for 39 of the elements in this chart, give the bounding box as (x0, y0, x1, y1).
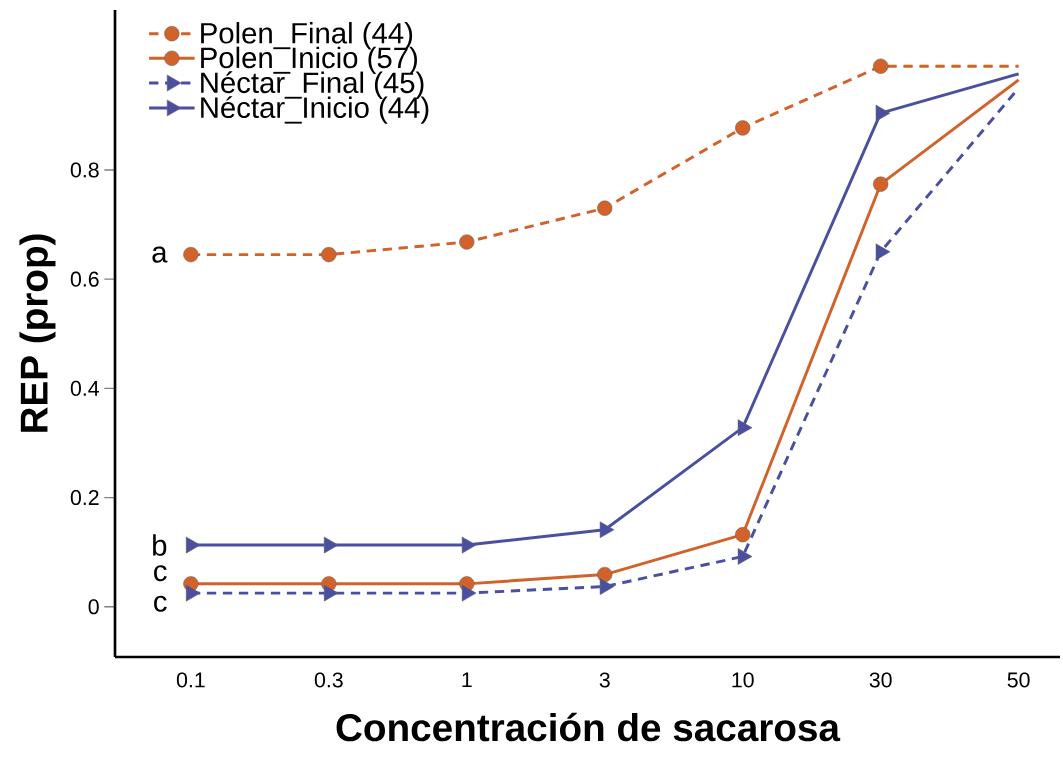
point (323, 584, 339, 602)
x-axis-title: Concentración de sacarosa (336, 712, 841, 742)
x-tick-label: 1 (462, 672, 472, 688)
x-tick-label: 50 (1007, 672, 1030, 688)
x-tick-label: 3 (599, 672, 610, 688)
point (875, 243, 891, 261)
y-tick-label: 0.4 (70, 380, 99, 396)
point (875, 104, 891, 122)
x-tick-label: 10 (732, 672, 754, 688)
point (735, 527, 751, 543)
point (323, 536, 339, 554)
point (737, 419, 753, 437)
y-axis-title: REP (prop) (19, 234, 56, 432)
point (597, 200, 613, 216)
point (873, 58, 889, 74)
x-tick-label: 30 (869, 672, 892, 688)
point (185, 536, 201, 554)
y-tick-label: 0.6 (70, 271, 99, 287)
annotation: c (154, 565, 167, 582)
annotation: c (154, 595, 167, 612)
point (737, 548, 753, 565)
point (461, 584, 477, 602)
point (599, 578, 615, 595)
point (459, 234, 475, 250)
point (461, 536, 477, 554)
point (873, 176, 889, 192)
annotation: b (153, 534, 167, 556)
point (185, 584, 201, 602)
point (735, 120, 751, 136)
x-tick-label: 0.3 (314, 672, 343, 688)
point (321, 247, 337, 263)
annotation: a (152, 246, 168, 263)
y-tick-label: 0.8 (70, 162, 99, 178)
x-tick-label: 0.1 (176, 672, 205, 688)
y-tick-label: 0 (88, 599, 99, 615)
point (183, 247, 199, 263)
point (597, 566, 613, 583)
point (599, 521, 615, 539)
y-tick-label: 0.2 (70, 490, 99, 506)
